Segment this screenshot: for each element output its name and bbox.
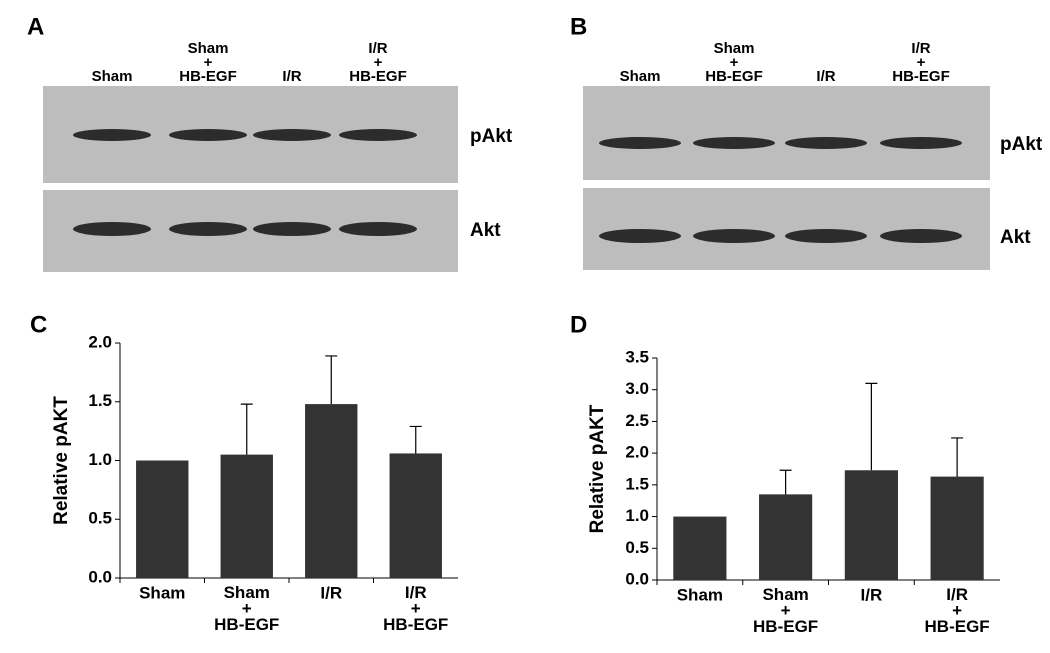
x-tick-label: I/R [861, 585, 883, 604]
error-bar [951, 437, 964, 477]
band-label: pAkt [470, 126, 513, 147]
band-label: pAkt [1000, 134, 1043, 155]
x-tick-label: I/R + HB-EGF [925, 585, 990, 636]
error-bar [325, 355, 338, 405]
blot-band [339, 129, 417, 141]
x-tick-label: I/R + HB-EGF [383, 583, 448, 634]
blot-band [253, 222, 331, 236]
bar [220, 454, 273, 578]
y-tick-label: 1.5 [88, 391, 112, 410]
lane-label: I/R + HB-EGF [349, 40, 407, 85]
blot-band [880, 229, 962, 243]
bar [136, 460, 189, 578]
bar [389, 453, 442, 578]
y-axis-title: Relative pAKT [587, 404, 608, 533]
x-tick-label: Sham [139, 583, 185, 602]
band-label: Akt [470, 220, 501, 241]
bar [844, 470, 898, 580]
bar [759, 494, 813, 580]
x-tick-label: Sham [677, 585, 723, 604]
y-tick-label: 2.0 [88, 332, 112, 351]
blot-band [169, 129, 247, 141]
y-tick-label: 0.0 [88, 567, 112, 586]
y-axis-title: Relative pAKT [51, 396, 72, 525]
bar [930, 476, 984, 580]
blot-band [169, 222, 247, 236]
lane-label: Sham [92, 68, 133, 85]
blot-band [693, 229, 775, 243]
error-bar [865, 382, 878, 471]
lane-label: Sham + HB-EGF [705, 40, 763, 85]
x-tick-label: I/R [320, 583, 342, 602]
lane-label: I/R + HB-EGF [892, 40, 950, 85]
blot-band [880, 137, 962, 149]
bar [673, 516, 727, 580]
y-tick-label: 2.5 [625, 411, 649, 430]
blot-band [599, 229, 681, 243]
blot-band [785, 229, 867, 243]
y-tick-label: 1.0 [88, 450, 112, 469]
y-tick-label: 3.5 [625, 347, 649, 366]
blot-strip [583, 188, 990, 270]
x-tick-label: Sham + HB-EGF [753, 585, 818, 636]
panel-letter: D [570, 311, 587, 338]
blot-band [785, 137, 867, 149]
panel-letter: A [27, 13, 44, 40]
y-tick-label: 3.0 [625, 379, 649, 398]
y-tick-label: 1.0 [625, 506, 649, 525]
blot-band [339, 222, 417, 236]
panel-letter: C [30, 311, 47, 338]
lane-label: Sham + HB-EGF [179, 40, 237, 85]
y-tick-label: 2.0 [625, 443, 649, 462]
blot-strip [583, 86, 990, 180]
y-tick-label: 0.0 [625, 569, 649, 588]
blot-band [73, 222, 151, 236]
error-bar [779, 469, 792, 495]
x-tick-label: Sham + HB-EGF [214, 583, 279, 634]
blot-band [599, 137, 681, 149]
blot-band [693, 137, 775, 149]
band-label: Akt [1000, 227, 1031, 248]
y-tick-label: 1.5 [625, 474, 649, 493]
y-tick-label: 0.5 [625, 538, 649, 557]
lane-label: Sham [620, 68, 661, 85]
blot-band [73, 129, 151, 141]
lane-label: I/R [282, 68, 301, 85]
y-tick-label: 0.5 [88, 509, 112, 528]
panel-letter: B [570, 13, 587, 40]
error-bar [409, 425, 422, 454]
bar [305, 404, 358, 578]
lane-label: I/R [816, 68, 835, 85]
error-bar [240, 403, 253, 455]
blot-band [253, 129, 331, 141]
